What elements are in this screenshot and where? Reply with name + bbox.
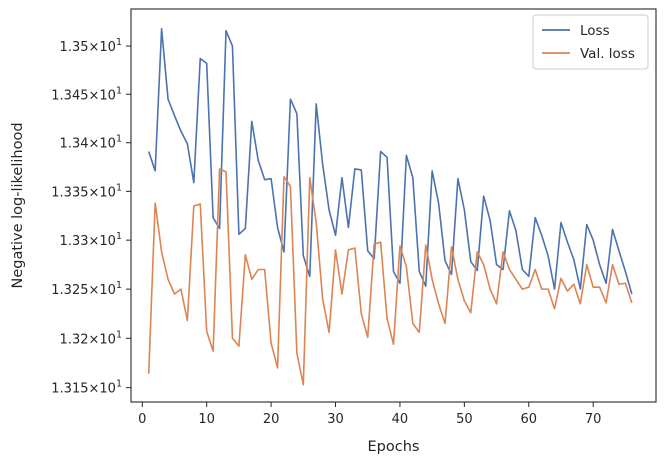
x-tick-label: 70	[585, 412, 602, 427]
y-tick-base: 10	[99, 234, 116, 249]
y-tick-mantissa: 1.34	[60, 137, 89, 152]
plot-frame	[130, 8, 657, 403]
x-axis: 0 10 20 30 40 50 60 70	[138, 402, 601, 427]
y-tick-exponent: 1	[116, 37, 122, 48]
y-tick-mantissa: 1.335	[51, 185, 88, 200]
x-tick-label: 50	[456, 412, 473, 427]
x-tick-label: 30	[327, 412, 344, 427]
y-tick-label: 1.34×101	[60, 134, 122, 152]
y-tick-times-sign: ×	[89, 185, 100, 200]
x-tick-label: 20	[263, 412, 280, 427]
series-line-loss	[147, 27, 633, 295]
plot-lines	[147, 27, 633, 386]
y-axis-label: Negative log-likelihood	[10, 122, 26, 288]
y-tick-base: 10	[99, 185, 116, 200]
y-tick-mantissa: 1.345	[51, 88, 88, 103]
y-tick-label: 1.35×101	[60, 37, 122, 55]
y-tick-exponent: 1	[116, 182, 122, 193]
x-axis-label: Epochs	[368, 439, 420, 455]
y-tick-mantissa: 1.35	[60, 40, 89, 55]
y-tick-mantissa: 1.325	[51, 283, 88, 298]
y-tick-times-sign: ×	[89, 40, 100, 55]
y-tick-times-sign: ×	[89, 382, 100, 397]
y-tick-mantissa: 1.32	[60, 332, 89, 347]
y-tick-times-sign: ×	[89, 332, 100, 347]
x-tick-label: 40	[392, 412, 409, 427]
y-tick-exponent: 1	[116, 329, 122, 340]
y-tick-label: 1.33×101	[60, 231, 122, 249]
y-tick-base: 10	[99, 137, 116, 152]
x-tick-label: 60	[521, 412, 538, 427]
y-tick-exponent: 1	[116, 379, 122, 390]
y-tick-times-sign: ×	[89, 283, 100, 298]
y-tick-mantissa: 1.33	[60, 234, 89, 249]
y-tick-exponent: 1	[116, 85, 122, 96]
y-tick-label: 1.32×101	[60, 329, 122, 347]
y-tick-base: 10	[99, 332, 116, 347]
legend-box	[532, 14, 649, 70]
x-tick-label: 10	[198, 412, 215, 427]
series-line-val-loss	[147, 168, 633, 386]
y-axis: 1.315×1011.32×1011.325×1011.33×1011.335×…	[51, 37, 131, 397]
y-tick-label: 1.315×101	[51, 379, 122, 397]
y-tick-label: 1.335×101	[51, 182, 122, 200]
y-tick-exponent: 1	[116, 134, 122, 145]
y-tick-label: 1.325×101	[51, 280, 122, 298]
x-tick-label: 0	[138, 412, 146, 427]
y-tick-exponent: 1	[116, 280, 122, 291]
y-tick-base: 10	[99, 40, 116, 55]
y-tick-mantissa: 1.315	[51, 382, 88, 397]
y-tick-times-sign: ×	[89, 88, 100, 103]
y-tick-base: 10	[99, 382, 116, 397]
y-tick-times-sign: ×	[89, 137, 100, 152]
y-tick-label: 1.345×101	[51, 85, 122, 103]
legend-label-loss: Loss	[580, 23, 610, 39]
legend: Loss Val. loss	[532, 14, 649, 70]
y-tick-base: 10	[99, 88, 116, 103]
legend-label-val-loss: Val. loss	[580, 46, 635, 62]
y-tick-times-sign: ×	[89, 234, 100, 249]
y-tick-base: 10	[99, 283, 116, 298]
y-tick-exponent: 1	[116, 231, 122, 242]
